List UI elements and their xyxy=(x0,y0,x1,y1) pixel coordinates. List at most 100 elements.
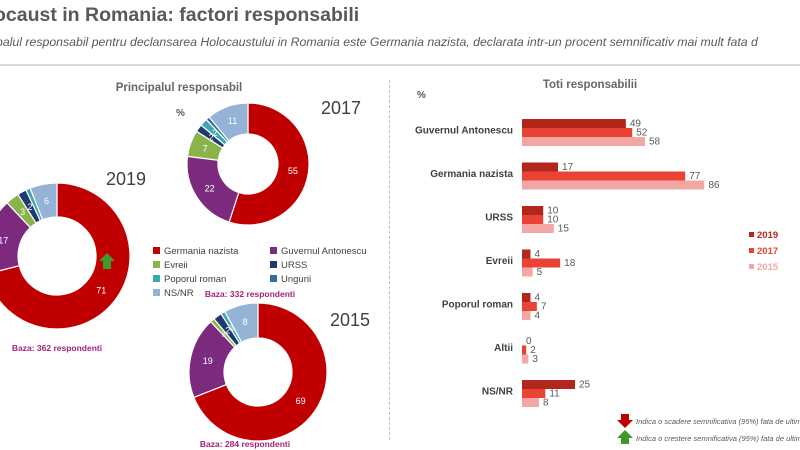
legend-item-ns-nr: NS/NR xyxy=(153,288,194,299)
bar-legend-label: 2015 xyxy=(757,262,779,273)
slice-label-2015-ns-nr: 8 xyxy=(243,317,248,327)
legend-item-ungurii: Ungurii xyxy=(270,274,311,285)
legend-item-urss: URSS xyxy=(270,260,307,271)
bar-legend-item-2017: 2017 xyxy=(749,246,778,257)
bar-value-evreii-2019: 4 xyxy=(534,249,540,260)
bar-altii-2015 xyxy=(522,354,529,364)
category-label-poporul-roman: Poporul roman xyxy=(442,300,513,311)
slice-label-2015-poporul-roman: 1 xyxy=(229,323,234,333)
year-label-2015: 2015 xyxy=(330,310,370,330)
slice-2019-ns-nr xyxy=(29,182,58,221)
right-panel-unit: % xyxy=(417,90,426,101)
arrow-down-icon xyxy=(617,414,633,428)
year-label-2019: 2019 xyxy=(106,169,146,189)
legend-label: Guvernul Antonescu xyxy=(281,246,367,257)
bar-evreii-2017 xyxy=(522,258,561,268)
bar-evreii-2019 xyxy=(522,249,531,259)
category-label-germania-nazista: Germania nazista xyxy=(430,169,513,180)
legend-item-evreii: Evreii xyxy=(153,260,188,271)
bar-evreii-2015 xyxy=(522,267,533,277)
bar-poporul-roman-2019 xyxy=(522,293,531,302)
bar-germania-nazista-2019 xyxy=(522,162,559,172)
bar-ns-nr-2019 xyxy=(522,380,575,389)
bar-value-evreii-2017: 18 xyxy=(564,258,576,269)
bar-poporul-roman-2015 xyxy=(522,311,531,320)
slice-label-2017-urss: 2 xyxy=(209,132,214,142)
bar-value-urss-2017: 10 xyxy=(547,215,559,226)
bar-value-evreii-2015: 5 xyxy=(537,267,543,278)
legend-label: Poporul roman xyxy=(164,274,226,285)
page-subtitle: palul responsabil pentru declansarea Hol… xyxy=(0,35,758,49)
legend-swatch xyxy=(153,289,160,296)
bar-ns-nr-2015 xyxy=(522,398,539,407)
bar-value-germania-nazista-2015: 86 xyxy=(708,180,720,191)
bar-value-altii-2015: 3 xyxy=(532,354,538,365)
bar-value-ns-nr-2019: 25 xyxy=(579,380,591,391)
base-label-2017: Baza: 332 respondenti xyxy=(205,289,295,299)
bar-value-poporul-roman-2019: 4 xyxy=(534,293,540,304)
legend-swatch xyxy=(270,261,277,268)
legend-item-guvernul-antonescu: Guvernul Antonescu xyxy=(270,246,367,257)
bar-legend-item-2019: 2019 xyxy=(749,230,778,241)
slice-label-2019-guvernul-antonescu: 17 xyxy=(0,235,8,245)
panel-divider xyxy=(389,80,390,440)
bar-value-germania-nazista-2017: 77 xyxy=(689,171,701,182)
note-up: Indica o crestere semnificativa (95%) fa… xyxy=(617,430,800,444)
bar-value-poporul-roman-2017: 7 xyxy=(541,302,547,313)
note-down-text: Indica o scadere semnificativa (95%) fat… xyxy=(636,417,800,426)
legend-swatch xyxy=(153,275,160,282)
bar-urss-2019 xyxy=(522,206,544,215)
bar-value-urss-2019: 10 xyxy=(547,206,559,217)
slice-label-2019-ns-nr: 6 xyxy=(44,196,49,206)
base-label-2015: Baza: 284 respondenti xyxy=(200,439,290,449)
slice-label-2017-germania-nazista: 55 xyxy=(288,166,298,176)
bar-legend-item-2015: 2015 xyxy=(749,262,779,273)
arrow-up-icon xyxy=(99,253,115,269)
legend-swatch xyxy=(270,275,277,282)
slice-2017-germania-nazista xyxy=(228,102,310,226)
category-label-altii: Altii xyxy=(494,343,513,354)
bar-value-guvernul-antonescu-2017: 52 xyxy=(636,128,648,139)
legend-swatch xyxy=(153,247,160,254)
bar-value-guvernul-antonescu-2019: 49 xyxy=(630,119,642,130)
category-label-urss: URSS xyxy=(485,213,513,224)
bar-value-urss-2015: 15 xyxy=(558,224,570,235)
arrow-up-icon xyxy=(617,430,633,444)
bar-value-ns-nr-2017: 11 xyxy=(549,389,560,400)
left-panel-unit: % xyxy=(176,108,185,119)
bar-legend: 2019 2017 2015 xyxy=(749,230,779,273)
category-label-guvernul-antonescu: Guvernul Antonescu xyxy=(415,126,513,137)
bar-value-germania-nazista-2019: 17 xyxy=(562,162,574,173)
bar-value-guvernul-antonescu-2015: 58 xyxy=(649,137,661,148)
title-rule xyxy=(0,64,800,66)
legend-item-poporul-roman: Poporul roman xyxy=(153,274,226,285)
slice-label-2017-ns-nr: 11 xyxy=(228,116,237,126)
bar-urss-2017 xyxy=(522,215,544,224)
bar-guvernul-antonescu-2019 xyxy=(522,119,626,128)
slice-label-2015-urss: 2 xyxy=(225,325,230,335)
slice-label-2017-poporul-roman: 2 xyxy=(212,128,217,138)
slice-label-2019-evreii: 3 xyxy=(20,207,25,217)
bar-legend-label: 2019 xyxy=(757,230,778,241)
slice-2017-ns-nr xyxy=(208,102,249,142)
bar-legend-swatch xyxy=(749,264,754,269)
bar-value-ns-nr-2015: 8 xyxy=(543,398,549,409)
right-panel-title: Toti responsabilii xyxy=(543,79,637,91)
legend-label: URSS xyxy=(281,260,307,271)
base-label-2019: Baza: 362 respondenti xyxy=(12,343,102,353)
bar-urss-2015 xyxy=(522,224,554,233)
bar-poporul-roman-2017 xyxy=(522,302,537,311)
slice-2019-germania-nazista xyxy=(0,182,131,330)
legend-swatch xyxy=(153,261,160,268)
bar-germania-nazista-2015 xyxy=(522,180,705,190)
slice-label-2015-evreii: 1 xyxy=(221,328,226,338)
slice-2015-germania-nazista xyxy=(193,302,328,442)
slice-label-2017-evreii: 7 xyxy=(203,144,208,154)
slice-label-2019-germania-nazista: 71 xyxy=(96,285,106,295)
bar-altii-2017 xyxy=(522,345,527,355)
year-label-2017: 2017 xyxy=(321,98,361,118)
legend-item-germania-nazista: Germania nazista xyxy=(153,246,239,257)
